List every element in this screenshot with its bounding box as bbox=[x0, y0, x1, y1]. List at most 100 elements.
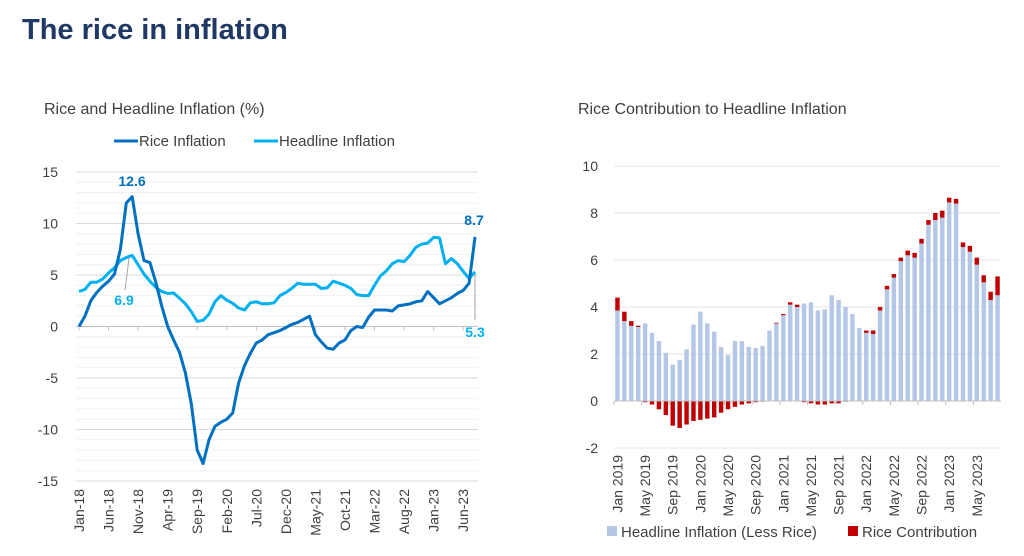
bar-headline-less-rice bbox=[642, 323, 648, 401]
bar-headline-less-rice bbox=[905, 255, 910, 401]
bar-headline-less-rice bbox=[822, 309, 827, 401]
x-tick-label: Jan 2019 bbox=[609, 455, 625, 513]
bar-rice-contribution bbox=[864, 330, 869, 333]
bar-rice-contribution bbox=[746, 401, 751, 404]
bar-rice-contribution bbox=[801, 401, 807, 403]
series-line-rice-inflation bbox=[77, 195, 477, 465]
chart-title: Rice Contribution to Headline Inflation bbox=[578, 101, 847, 118]
chart-title: Rice and Headline Inflation (%) bbox=[44, 101, 265, 118]
bar-headline-less-rice bbox=[788, 304, 793, 401]
bar-rice-contribution bbox=[808, 401, 814, 404]
bar-rice-contribution bbox=[815, 401, 821, 405]
x-tick-label: Aug-22 bbox=[396, 489, 412, 534]
page-title: The rice in inflation bbox=[22, 14, 288, 46]
bar-headline-less-rice bbox=[974, 264, 980, 401]
y-tick-label: 5 bbox=[50, 267, 58, 283]
x-tick-label: Jan-18 bbox=[71, 489, 87, 532]
bar-headline-less-rice bbox=[808, 302, 814, 401]
bar-headline-less-rice bbox=[670, 364, 675, 401]
bar-rice-contribution bbox=[905, 250, 910, 256]
bar-headline-less-rice bbox=[912, 257, 917, 401]
bar-rice-contribution bbox=[656, 401, 662, 410]
x-tick-label: Jan 2022 bbox=[858, 455, 874, 513]
bar-headline-less-rice bbox=[718, 346, 724, 401]
bar-headline-less-rice bbox=[767, 330, 772, 401]
bar-headline-less-rice bbox=[857, 328, 862, 401]
bar-rice-contribution bbox=[691, 401, 696, 421]
bar-headline-less-rice bbox=[870, 334, 876, 401]
bar-headline-less-rice bbox=[746, 346, 751, 401]
bar-headline-less-rice bbox=[891, 277, 897, 401]
bar-rice-contribution bbox=[698, 401, 703, 420]
bar-rice-contribution bbox=[926, 220, 931, 225]
bar-headline-less-rice bbox=[815, 310, 821, 401]
bar-rice-contribution bbox=[829, 401, 834, 404]
x-tick-label: May 2021 bbox=[803, 455, 819, 517]
bar-headline-less-rice bbox=[739, 341, 745, 401]
bar-headline-less-rice bbox=[960, 247, 966, 401]
bar-rice-contribution bbox=[884, 285, 890, 290]
bar-headline-less-rice bbox=[781, 315, 786, 401]
bar-headline-less-rice bbox=[684, 349, 689, 401]
legend-swatch-headline-less-rice bbox=[607, 526, 617, 536]
bar-rice-contribution bbox=[718, 401, 724, 413]
bar-rice-contribution bbox=[912, 252, 917, 258]
bar-headline-less-rice bbox=[967, 251, 973, 401]
bar-rice-contribution bbox=[974, 257, 980, 265]
x-tick-label: Jan 2021 bbox=[775, 455, 791, 513]
bar-headline-less-rice bbox=[946, 202, 952, 401]
bar-rice-contribution bbox=[781, 314, 786, 316]
x-tick-label: May 2020 bbox=[720, 455, 736, 517]
y-tick-label: 0 bbox=[50, 319, 58, 335]
bar-rice-contribution bbox=[622, 311, 627, 322]
bar-headline-less-rice bbox=[677, 359, 682, 401]
bar-rice-contribution bbox=[732, 401, 738, 407]
x-tick-label: Mar-22 bbox=[367, 489, 383, 534]
x-tick-label: Sep 2022 bbox=[914, 455, 930, 515]
data-label-headline-peak: 6.9 bbox=[114, 292, 134, 308]
legend-rice-inflation: Rice Inflation bbox=[139, 133, 226, 150]
x-tick-label: Dec-20 bbox=[278, 489, 294, 534]
bar-headline-less-rice bbox=[794, 307, 800, 401]
x-tick-label: May 2019 bbox=[637, 455, 653, 517]
y-tick-label: 0 bbox=[590, 393, 598, 409]
legend-swatch-rice-contribution bbox=[848, 526, 858, 536]
bar-rice-contribution bbox=[870, 330, 876, 335]
bar-headline-less-rice bbox=[705, 323, 710, 401]
legend-headline-inflation: Headline Inflation bbox=[279, 133, 395, 150]
bar-rice-contribution bbox=[677, 401, 682, 429]
bar-rice-contribution bbox=[940, 210, 945, 218]
bar-rice-contribution bbox=[684, 401, 689, 425]
bar-rice-contribution bbox=[753, 401, 758, 403]
bar-rice-contribution bbox=[933, 213, 938, 221]
bar-headline-less-rice bbox=[698, 311, 703, 401]
x-tick-label: Jun-23 bbox=[455, 489, 471, 532]
x-tick-label: Sep-19 bbox=[189, 489, 205, 534]
x-tick-label: Apr-19 bbox=[160, 489, 176, 531]
bar-headline-less-rice bbox=[725, 355, 731, 401]
y-tick-label: 2 bbox=[590, 346, 598, 362]
bar-headline-less-rice bbox=[649, 332, 655, 401]
x-tick-label: Feb-20 bbox=[219, 489, 235, 534]
bar-headline-less-rice bbox=[691, 324, 696, 401]
data-label-rice-latest: 8.7 bbox=[464, 212, 484, 228]
x-tick-label: Jul-20 bbox=[248, 489, 264, 527]
x-tick-label: May 2023 bbox=[969, 455, 985, 517]
bar-headline-less-rice bbox=[843, 307, 848, 401]
bar-headline-less-rice bbox=[981, 282, 986, 401]
y-tick-label: 4 bbox=[590, 299, 598, 315]
bar-rice-contribution bbox=[981, 275, 986, 283]
bar-rice-contribution bbox=[774, 322, 779, 324]
bar-rice-contribution bbox=[794, 304, 800, 307]
bar-headline-less-rice bbox=[629, 325, 634, 401]
bar-rice-contribution bbox=[946, 197, 952, 203]
bar-rice-contribution bbox=[836, 401, 841, 404]
y-tick-label: -2 bbox=[586, 440, 599, 456]
bar-headline-less-rice bbox=[933, 220, 938, 401]
bar-headline-less-rice bbox=[711, 331, 717, 401]
y-tick-label: -15 bbox=[38, 473, 58, 489]
x-tick-label: Oct-21 bbox=[337, 489, 353, 531]
bar-headline-less-rice bbox=[836, 299, 841, 401]
bar-rice-contribution bbox=[705, 401, 710, 419]
